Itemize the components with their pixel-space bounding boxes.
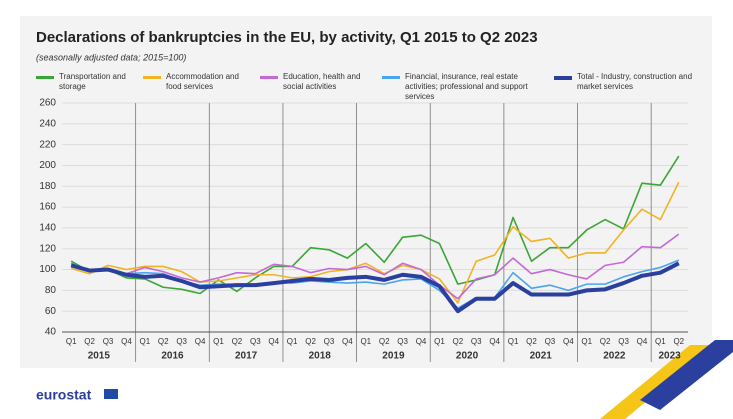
x-tick-label: Q2 — [526, 337, 537, 346]
x-tick-label: Q4 — [195, 337, 206, 346]
x-tick-label: Q1 — [140, 337, 151, 346]
legend-item: Education, health and social activities — [260, 72, 368, 102]
x-tick-label: Q3 — [103, 337, 114, 346]
series-line — [70, 261, 680, 314]
series-line — [70, 259, 680, 309]
series-line — [70, 233, 680, 300]
year-label: 2019 — [382, 351, 405, 362]
x-tick-label: Q2 — [379, 337, 390, 346]
series-line — [70, 181, 680, 304]
x-tick-label: Q3 — [397, 337, 408, 346]
x-tick-label: Q2 — [84, 337, 95, 346]
series-line — [70, 155, 680, 295]
x-tick-label: Q3 — [545, 337, 556, 346]
logo: eurostat — [36, 387, 92, 403]
x-tick-label: Q3 — [618, 337, 629, 346]
year-label: 2015 — [88, 351, 111, 362]
x-tick-label: Q4 — [416, 337, 427, 346]
y-tick-label: 220 — [39, 139, 56, 150]
year-label: 2023 — [658, 351, 681, 362]
x-tick-label: Q3 — [471, 337, 482, 346]
y-tick-label: 200 — [39, 160, 56, 171]
legend-label: Education, health and social activities — [283, 72, 361, 91]
x-tick-label: Q3 — [250, 337, 261, 346]
x-tick-label: Q2 — [673, 337, 684, 346]
legend-item: Total - Industry, construction and marke… — [554, 72, 697, 102]
legend-swatch — [554, 76, 572, 80]
x-tick-label: Q4 — [121, 337, 132, 346]
y-tick-label: 240 — [39, 118, 56, 129]
y-tick-label: 180 — [39, 181, 56, 192]
legend-label: Total - Industry, construction and marke… — [577, 72, 693, 91]
x-tick-label: Q4 — [342, 337, 353, 346]
x-tick-label: Q3 — [176, 337, 187, 346]
x-tick-label: Q1 — [581, 337, 592, 346]
legend-swatch — [36, 76, 54, 79]
legend-item: Financial, insurance, real estate activi… — [382, 72, 540, 102]
y-tick-label: 40 — [45, 327, 57, 338]
logo-flag — [104, 389, 118, 399]
legend-swatch — [382, 76, 400, 79]
x-tick-label: Q2 — [232, 337, 243, 346]
x-tick-label: Q2 — [158, 337, 169, 346]
x-tick-label: Q2 — [305, 337, 316, 346]
legend-swatch — [260, 76, 278, 79]
x-tick-label: Q4 — [268, 337, 279, 346]
legend-item: Accommodation and food services — [143, 72, 246, 102]
x-tick-label: Q2 — [600, 337, 611, 346]
y-tick-label: 80 — [45, 285, 57, 296]
legend-label: Transportation and storage — [59, 72, 126, 91]
year-label: 2021 — [530, 351, 553, 362]
x-tick-label: Q2 — [453, 337, 464, 346]
legend-label: Financial, insurance, real estate activi… — [405, 72, 528, 101]
year-label: 2017 — [235, 351, 258, 362]
x-tick-label: Q4 — [563, 337, 574, 346]
year-label: 2020 — [456, 351, 479, 362]
y-tick-label: 160 — [39, 202, 56, 213]
x-tick-label: Q1 — [66, 337, 77, 346]
y-tick-label: 140 — [39, 223, 56, 234]
x-tick-label: Q1 — [508, 337, 519, 346]
y-tick-label: 260 — [39, 98, 56, 109]
year-label: 2022 — [603, 351, 626, 362]
x-tick-label: Q1 — [287, 337, 298, 346]
chart-title: Declarations of bankruptcies in the EU, … — [36, 29, 538, 46]
y-tick-label: 100 — [39, 264, 56, 275]
decoration — [640, 340, 733, 410]
y-tick-label: 120 — [39, 243, 56, 254]
chart-subtitle: (seasonally adjusted data; 2015=100) — [36, 52, 186, 62]
x-tick-label: Q3 — [324, 337, 335, 346]
x-tick-label: Q1 — [655, 337, 666, 346]
y-tick-label: 60 — [45, 306, 57, 317]
legend-item: Transportation and storage — [36, 72, 129, 102]
x-tick-label: Q4 — [637, 337, 648, 346]
legend-label: Accommodation and food services — [166, 72, 239, 91]
x-tick-label: Q1 — [213, 337, 224, 346]
year-label: 2016 — [161, 351, 184, 362]
x-tick-label: Q4 — [489, 337, 500, 346]
x-tick-label: Q1 — [434, 337, 445, 346]
legend: Transportation and storage Accommodation … — [36, 72, 716, 102]
x-tick-label: Q1 — [360, 337, 371, 346]
legend-swatch — [143, 76, 161, 79]
year-label: 2018 — [309, 351, 332, 362]
